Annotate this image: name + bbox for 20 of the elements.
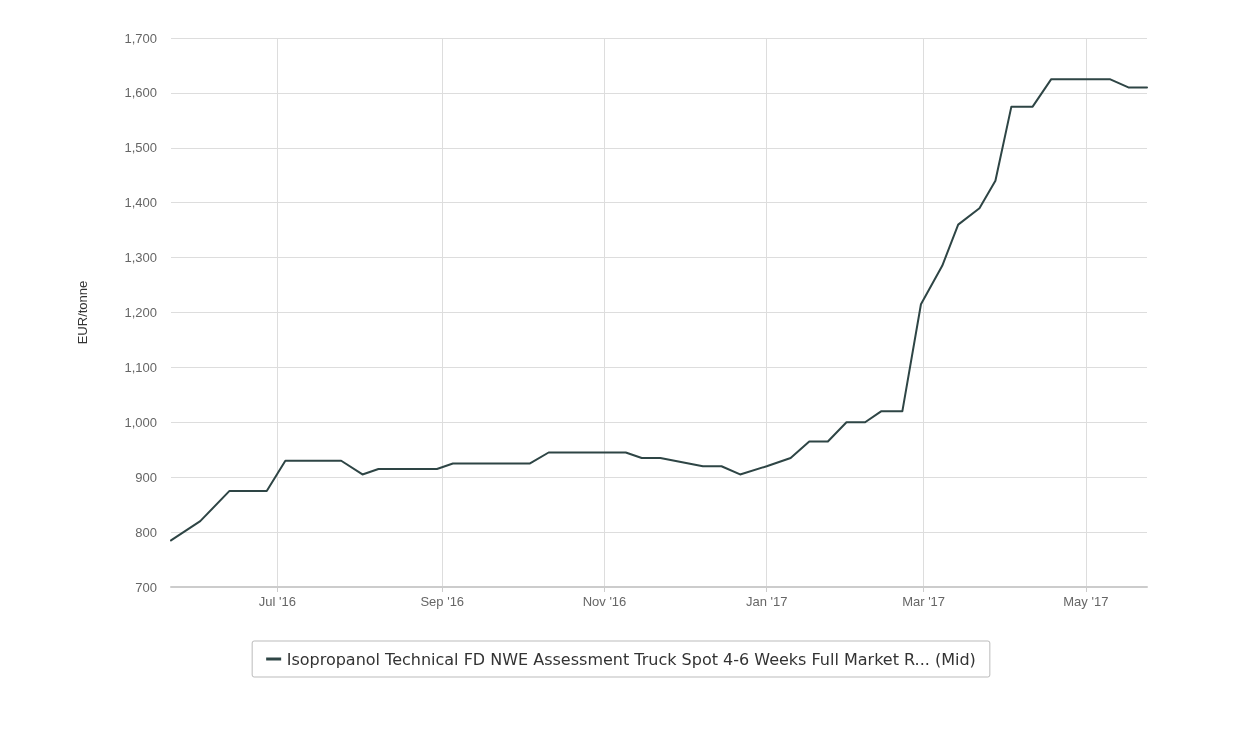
line-series bbox=[170, 78, 1148, 542]
y-tick-label: 1,200 bbox=[124, 305, 157, 320]
legend-label: Isopropanol Technical FD NWE Assessment Truck Spot 4-6 Weeks Full Market R... (Mid) bbox=[286, 649, 976, 669]
x-tick-label: Nov '16 bbox=[582, 594, 627, 609]
y-tick-label: 1,100 bbox=[124, 359, 157, 375]
y-axis-title: EUR/tonne bbox=[75, 280, 90, 345]
y-tick-label: 1,500 bbox=[124, 140, 157, 156]
y-tick-label: 1,400 bbox=[124, 195, 157, 211]
y-tick-label: 900 bbox=[135, 469, 157, 485]
x-tick-label: Sep '16 bbox=[420, 594, 465, 609]
y-tick-label: 800 bbox=[135, 524, 157, 540]
x-tick-label: Mar '17 bbox=[902, 594, 946, 609]
y-tick-label: 1,300 bbox=[124, 250, 157, 266]
y-tick-label: 700 bbox=[135, 579, 157, 595]
x-tick-label: May '17 bbox=[1063, 594, 1109, 609]
y-tick-label: 1,600 bbox=[124, 85, 157, 101]
y-tick-label: 1,000 bbox=[124, 414, 157, 430]
x-tick-label: Jul '16 bbox=[258, 594, 296, 609]
x-tick-label: Jan '17 bbox=[745, 594, 788, 609]
y-tick-label: 1,700 bbox=[124, 30, 157, 46]
